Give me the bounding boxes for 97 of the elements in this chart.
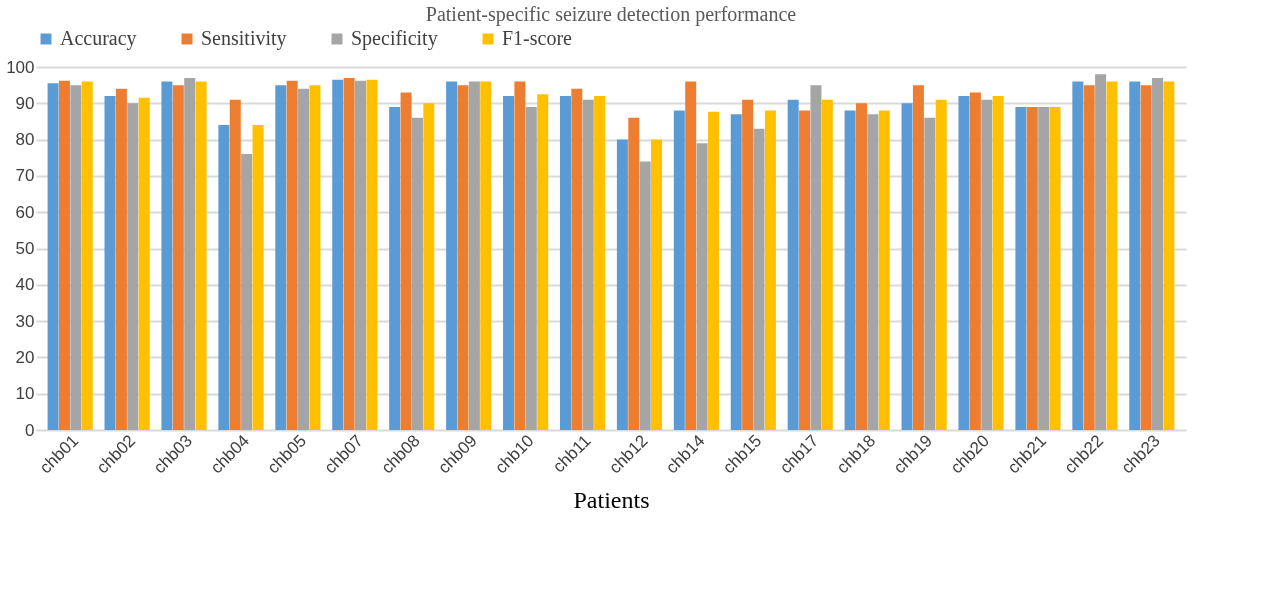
bar xyxy=(127,103,139,430)
bar xyxy=(309,85,321,430)
bar xyxy=(969,92,981,430)
bar xyxy=(912,85,924,430)
y-tick-label: 100 xyxy=(6,57,35,77)
bar xyxy=(1163,81,1175,430)
bar xyxy=(958,96,970,430)
bar xyxy=(1049,106,1061,430)
y-tick-label: 60 xyxy=(15,202,35,222)
legend-label: Sensitivity xyxy=(201,27,287,50)
bar xyxy=(411,117,423,430)
bar xyxy=(753,128,765,430)
bar xyxy=(457,85,469,430)
y-tick-label: 10 xyxy=(15,384,35,404)
bar xyxy=(742,99,754,430)
bar xyxy=(241,154,253,430)
bar xyxy=(355,80,366,430)
bar xyxy=(298,88,310,430)
bar xyxy=(47,83,59,430)
bar xyxy=(1152,77,1164,430)
legend-label: Accuracy xyxy=(60,27,137,50)
bar xyxy=(594,96,606,430)
bar xyxy=(423,103,435,430)
y-tick-label: 80 xyxy=(15,130,35,150)
bar xyxy=(639,161,651,430)
bar xyxy=(707,111,719,430)
bar xyxy=(628,117,640,430)
bar xyxy=(878,110,890,430)
bar xyxy=(901,103,913,430)
y-tick-label: 70 xyxy=(15,166,35,186)
bar xyxy=(537,94,549,430)
bar xyxy=(935,99,947,430)
bar xyxy=(651,139,663,430)
chart-title: Patient-specific seizure detection performance xyxy=(425,3,797,26)
y-tick-label: 40 xyxy=(15,275,35,295)
bar xyxy=(81,81,93,430)
bar xyxy=(616,139,628,430)
bar xyxy=(696,143,708,430)
bar xyxy=(571,88,583,430)
bar xyxy=(286,80,298,430)
bar xyxy=(525,106,537,430)
bar xyxy=(172,85,184,430)
bar xyxy=(1106,81,1118,430)
bar xyxy=(844,110,856,430)
bar xyxy=(1072,81,1084,430)
y-tick-label: 90 xyxy=(15,93,35,113)
bar xyxy=(195,81,207,430)
bar xyxy=(810,85,822,430)
bar xyxy=(58,80,70,430)
bar xyxy=(1140,85,1152,430)
bar xyxy=(389,106,401,430)
bar xyxy=(138,97,150,430)
bar xyxy=(366,79,378,430)
bar xyxy=(184,77,196,430)
bar xyxy=(799,110,811,430)
bar xyxy=(764,110,776,430)
bar xyxy=(275,85,287,430)
legend-label: Specificity xyxy=(351,27,438,50)
bar xyxy=(1129,81,1141,430)
bar xyxy=(400,92,412,430)
bar xyxy=(1083,85,1095,430)
bar xyxy=(115,88,127,430)
y-tick-label: 0 xyxy=(25,420,35,440)
bar xyxy=(252,125,264,430)
bar xyxy=(332,79,344,430)
bar xyxy=(70,85,82,430)
bar xyxy=(730,114,742,430)
x-axis-title: Patients xyxy=(573,486,650,513)
bar xyxy=(229,99,241,430)
legend-label: F1-score xyxy=(502,27,573,49)
bar xyxy=(787,99,799,430)
bar xyxy=(867,114,879,430)
bar xyxy=(685,81,697,430)
bar xyxy=(992,96,1004,430)
bar xyxy=(673,110,685,430)
bar xyxy=(856,103,867,430)
y-tick-label: 50 xyxy=(15,239,35,258)
y-tick-label: 20 xyxy=(15,347,35,367)
bar xyxy=(514,81,526,430)
bar xyxy=(1026,106,1038,430)
bar xyxy=(1038,106,1050,430)
bar xyxy=(218,125,230,430)
bar xyxy=(468,81,480,430)
bar xyxy=(1095,74,1107,430)
bar xyxy=(1015,106,1027,430)
y-tick-label: 30 xyxy=(15,311,35,331)
bar xyxy=(559,96,571,430)
bar xyxy=(161,81,173,430)
bar xyxy=(981,99,993,430)
bar xyxy=(104,96,116,430)
bar xyxy=(924,117,936,430)
bar xyxy=(480,81,492,430)
bar xyxy=(446,81,458,430)
bar xyxy=(582,99,594,430)
bar xyxy=(343,77,355,430)
bar xyxy=(503,96,515,430)
bar xyxy=(821,99,833,430)
